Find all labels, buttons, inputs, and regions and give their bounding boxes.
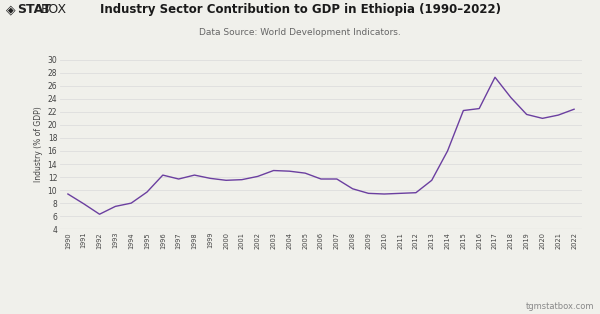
Text: BOX: BOX	[41, 3, 67, 16]
Y-axis label: Industry (% of GDP): Industry (% of GDP)	[34, 106, 43, 182]
Text: ◈: ◈	[6, 3, 20, 16]
Text: Data Source: World Development Indicators.: Data Source: World Development Indicator…	[199, 28, 401, 37]
Text: tgmstatbox.com: tgmstatbox.com	[526, 302, 594, 311]
Text: Industry Sector Contribution to GDP in Ethiopia (1990–2022): Industry Sector Contribution to GDP in E…	[100, 3, 500, 16]
Text: STAT: STAT	[17, 3, 50, 16]
